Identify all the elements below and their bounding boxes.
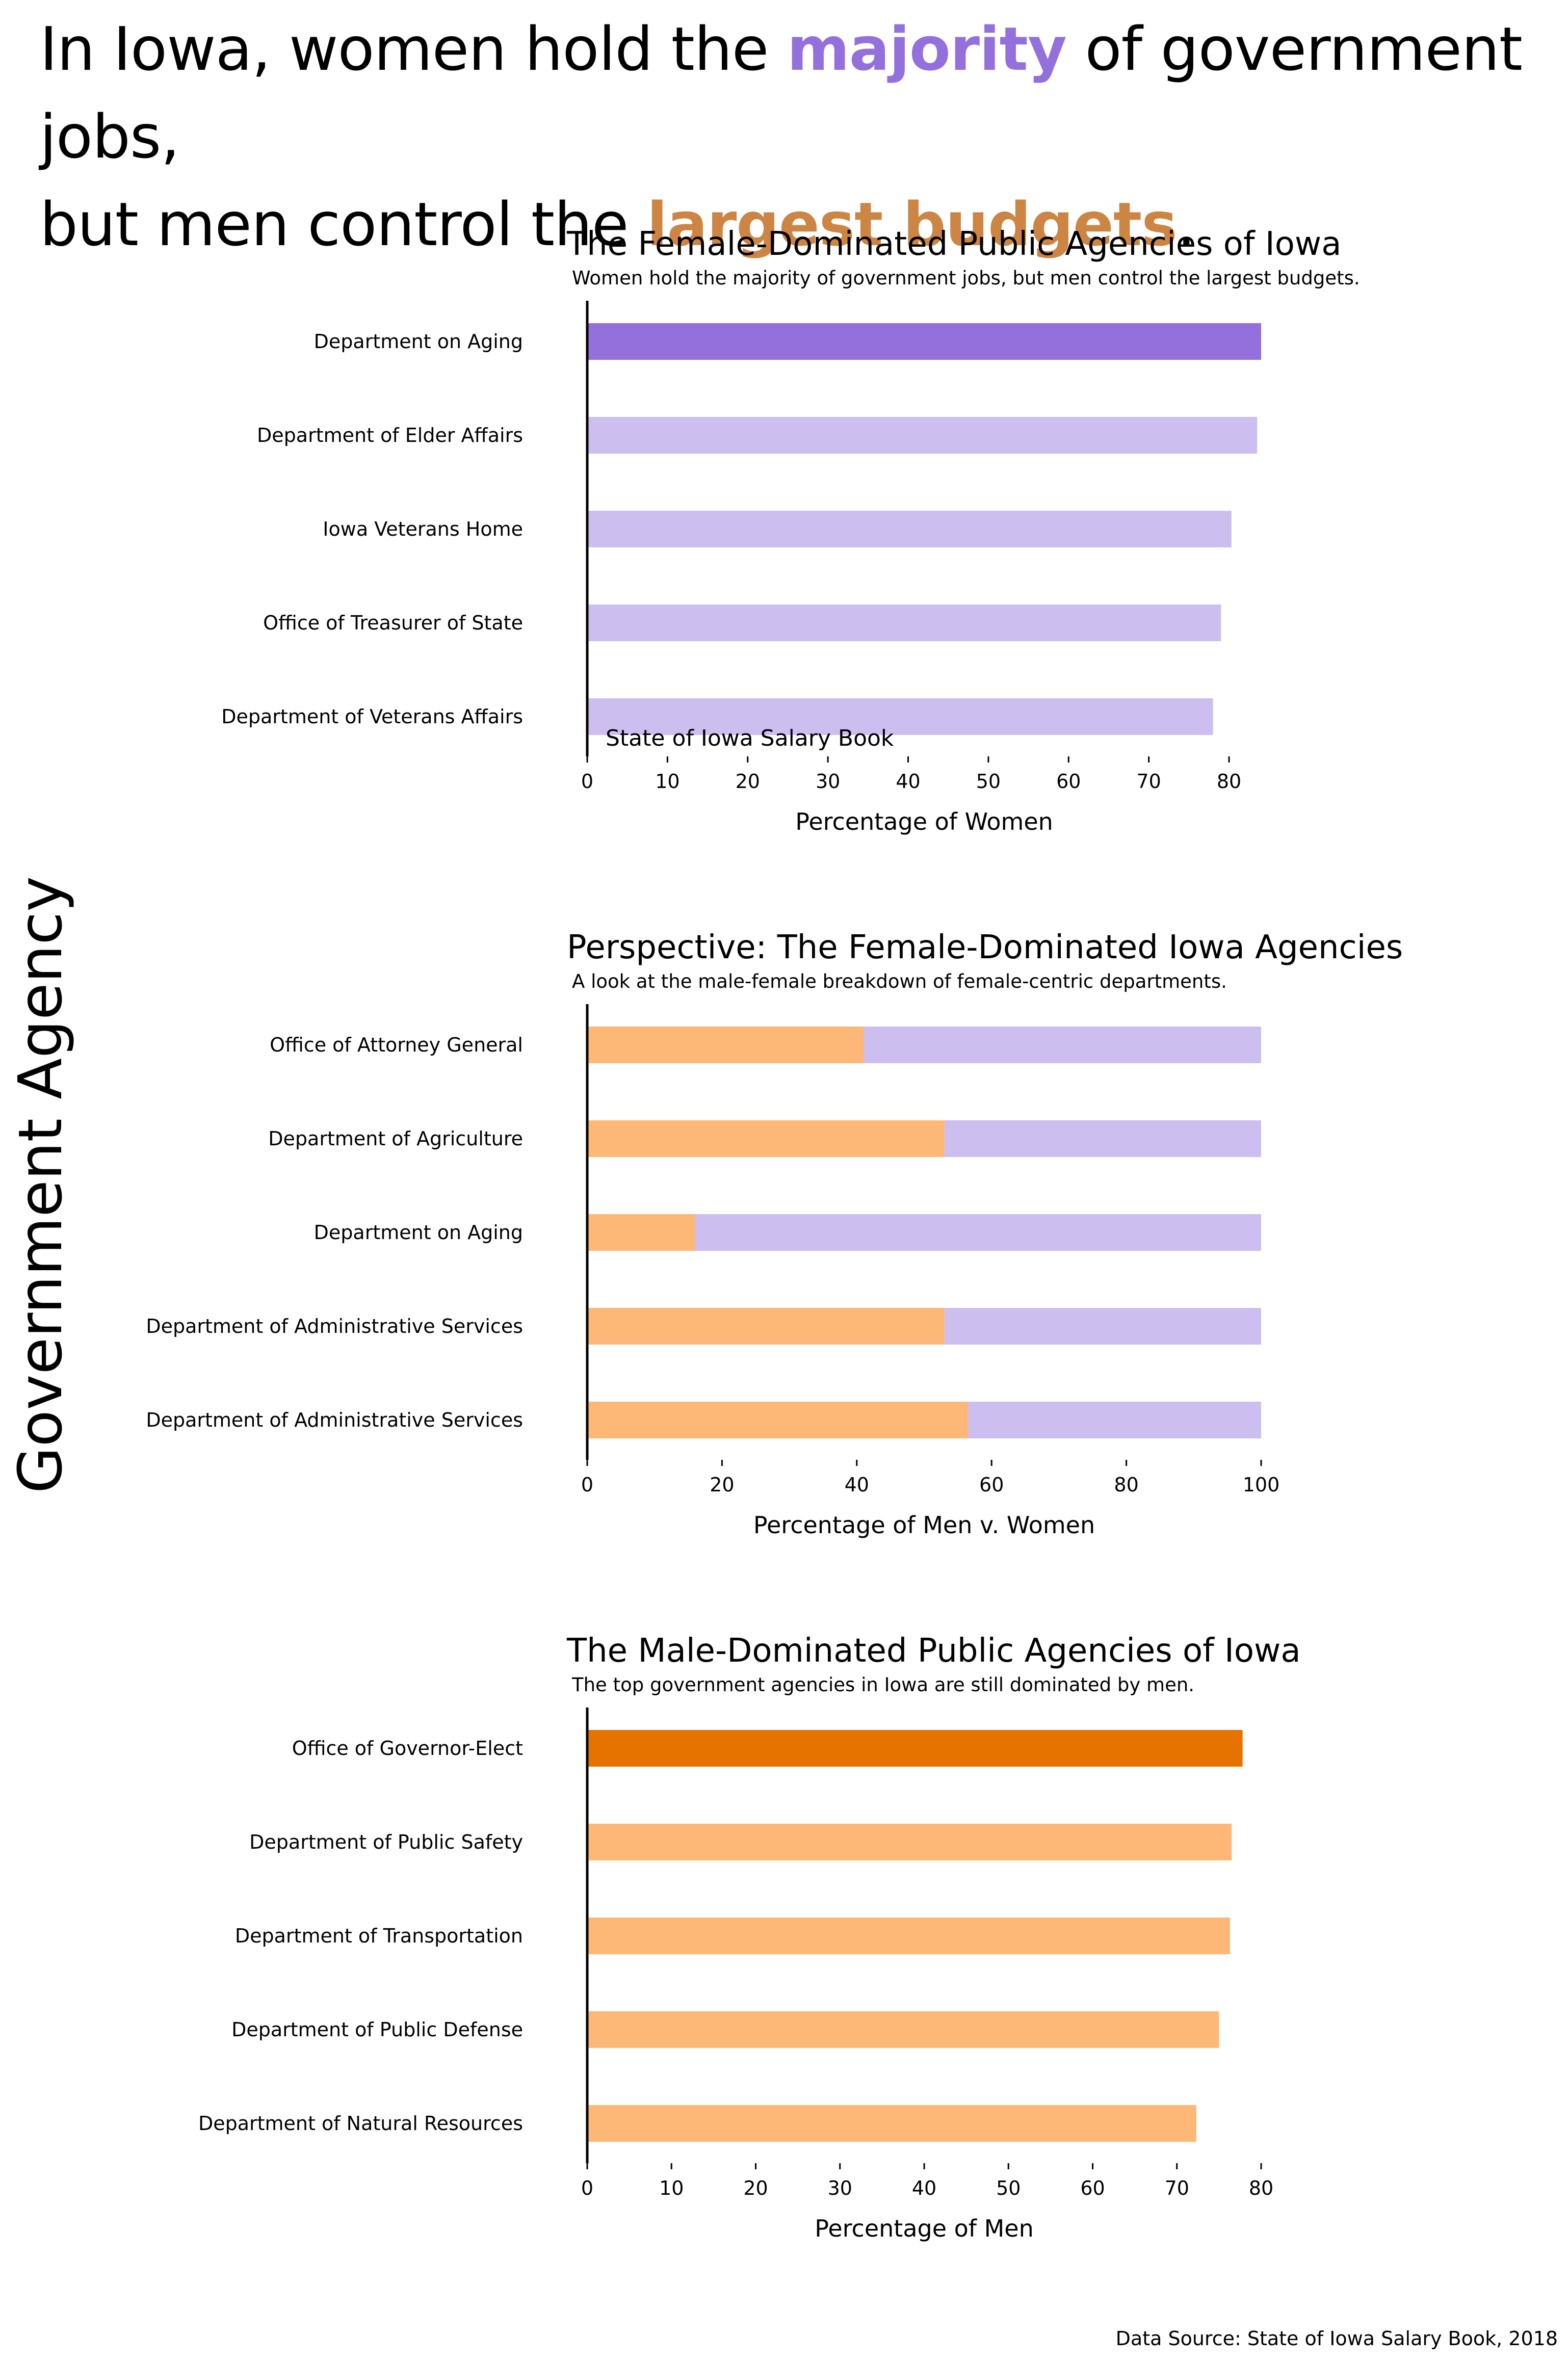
bar-men <box>587 1027 864 1063</box>
x-tick-label: 80 <box>1249 2177 1273 2199</box>
category-label: Department of Veterans Affairs <box>221 705 523 728</box>
female-dominated-chart: The Female-Dominated Public Agencies of … <box>221 225 1360 835</box>
category-label: Department of Administrative Services <box>146 1409 523 1431</box>
category-label: Department of Elder Affairs <box>257 424 523 447</box>
x-tick-label: 0 <box>581 2177 593 2199</box>
x-tick-label: 0 <box>581 1474 593 1496</box>
x-tick-label: 10 <box>659 2177 684 2199</box>
bar-women <box>695 1214 1261 1251</box>
bar <box>587 698 1213 735</box>
x-axis-label: Percentage of Women <box>795 808 1053 835</box>
chart-subtitle: A look at the male-female breakdown of f… <box>572 970 1227 992</box>
x-tick-label: 70 <box>1136 770 1161 793</box>
headline-line1-before: In Iowa, women hold the <box>40 14 787 84</box>
x-tick-label: 30 <box>816 770 840 793</box>
bar-men <box>587 1120 945 1157</box>
x-tick-label: 80 <box>1217 770 1241 793</box>
x-tick-label: 60 <box>1080 2177 1105 2199</box>
x-tick-label: 40 <box>845 1474 869 1496</box>
bar <box>587 2105 1196 2142</box>
x-tick-label: 20 <box>710 1474 734 1496</box>
bar <box>587 323 1261 360</box>
headline-line2-before: but men control the <box>40 189 647 259</box>
bar-women <box>944 1120 1261 1157</box>
bar-women <box>864 1027 1261 1063</box>
bar <box>587 417 1258 454</box>
bar <box>587 2011 1219 2048</box>
bar-men <box>587 1308 945 1345</box>
bar <box>587 1824 1232 1860</box>
x-tick-label: 50 <box>976 770 1001 793</box>
x-tick-label: 30 <box>828 2177 852 2199</box>
category-label: Iowa Veterans Home <box>323 518 523 540</box>
category-label: Department of Public Safety <box>249 1831 523 1853</box>
headline-line1-after: of government jobs, <box>40 14 1523 172</box>
category-label: Department of Public Defense <box>231 2018 523 2041</box>
bar-men <box>587 1402 968 1438</box>
category-label: Department of Agriculture <box>268 1127 523 1150</box>
chart-title: Perspective: The Female-Dominated Iowa A… <box>567 929 1403 966</box>
bar-women <box>944 1308 1261 1345</box>
x-tick-label: 20 <box>743 2177 768 2199</box>
chart-title: The Female-Dominated Public Agencies of … <box>566 225 1341 263</box>
chart-annotation: State of Iowa Salary Book <box>606 725 894 751</box>
headline-line2-after: . <box>1177 189 1196 259</box>
x-tick-label: 40 <box>896 770 920 793</box>
x-tick-label: 100 <box>1243 1474 1280 1496</box>
category-label: Department on Aging <box>314 1221 523 1244</box>
category-label: Department of Administrative Services <box>146 1315 523 1337</box>
source-note: Data Source: State of Iowa Salary Book, … <box>1115 2327 1558 2350</box>
headline: In Iowa, women hold the majority of gove… <box>40 5 1559 268</box>
bar-men <box>587 1214 695 1251</box>
category-label: Department of Natural Resources <box>198 2112 523 2135</box>
category-label: Office of Treasurer of State <box>263 612 523 634</box>
bar-women <box>968 1402 1261 1438</box>
x-axis-label: Percentage of Men <box>815 2215 1034 2242</box>
x-axis-label: Percentage of Men v. Women <box>753 1511 1095 1539</box>
x-tick-label: 80 <box>1114 1474 1138 1496</box>
headline-highlight-majority: majority <box>787 14 1067 84</box>
category-label: Department on Aging <box>314 330 523 353</box>
x-tick-label: 40 <box>912 2177 936 2199</box>
x-tick-label: 60 <box>1056 770 1081 793</box>
x-tick-label: 20 <box>736 770 760 793</box>
x-tick-label: 10 <box>655 770 680 793</box>
bar <box>587 605 1221 641</box>
x-tick-label: 50 <box>996 2177 1021 2199</box>
bar <box>587 1918 1230 1954</box>
category-label: Office of Attorney General <box>270 1034 523 1056</box>
x-tick-label: 0 <box>581 770 593 793</box>
chart-subtitle: Women hold the majority of government jo… <box>572 267 1360 289</box>
headline-highlight-budgets: largest budgets <box>647 189 1178 259</box>
bar <box>587 1730 1243 1767</box>
perspective-chart: Perspective: The Female-Dominated Iowa A… <box>146 929 1403 1539</box>
x-tick-label: 60 <box>979 1474 1004 1496</box>
category-label: Office of Governor-Elect <box>292 1737 523 1760</box>
category-label: Department of Transportation <box>235 1925 523 1947</box>
chart-title: The Male-Dominated Public Agencies of Io… <box>566 1632 1301 1670</box>
x-tick-label: 70 <box>1165 2177 1189 2199</box>
male-dominated-chart: The Male-Dominated Public Agencies of Io… <box>198 1632 1301 2242</box>
chart-subtitle: The top government agencies in Iowa are … <box>571 1674 1194 1696</box>
bar <box>587 511 1232 547</box>
